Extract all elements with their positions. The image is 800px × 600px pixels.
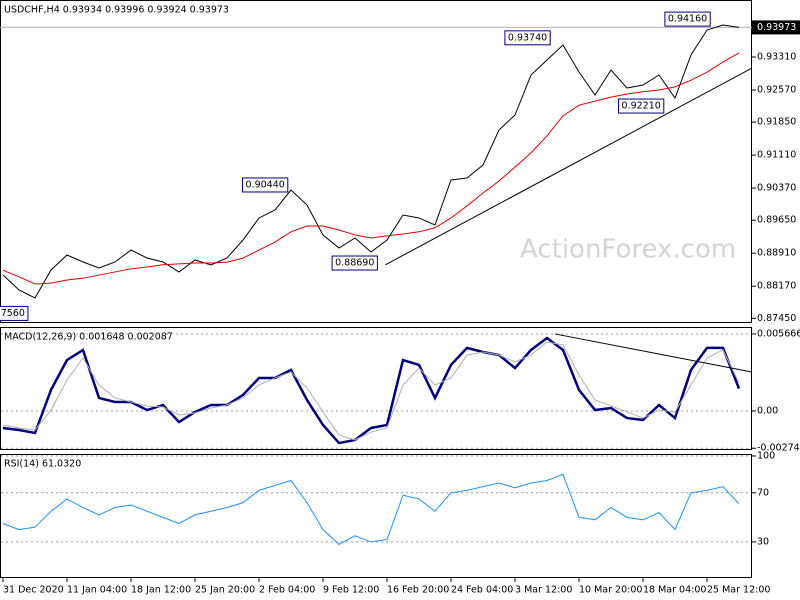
y-tick-label: 100 xyxy=(757,450,775,461)
panel-frame xyxy=(0,0,752,323)
series-line xyxy=(2,24,740,299)
y-tick-label: 30 xyxy=(757,536,769,547)
panel-title: MACD(12,26,9) 0.001648 0.002087 xyxy=(4,332,173,343)
price-label-box xyxy=(504,30,551,46)
current-price-box xyxy=(752,20,800,35)
y-tick-label: 0.92570 xyxy=(757,84,796,95)
y-tick-label: 0.005666 xyxy=(757,328,800,339)
x-tick-label: 18 Mar 04:00 xyxy=(643,585,706,596)
price-label: 0.93740 xyxy=(508,32,547,43)
x-tick-label: 18 Jan 12:00 xyxy=(131,585,191,596)
price-label: 0.90440 xyxy=(246,179,285,190)
y-tick-label: 0.90370 xyxy=(757,183,796,194)
price-label: 0.94160 xyxy=(668,14,707,25)
series-line xyxy=(2,52,740,285)
y-tick-label: 70 xyxy=(757,487,769,498)
panel-frame xyxy=(0,327,752,450)
panel-title: USDCHF,H4 0.93934 0.93996 0.93924 0.9397… xyxy=(4,5,229,16)
y-tick-label: 0.00 xyxy=(757,405,778,416)
price-label-box xyxy=(0,305,29,321)
y-tick-label: 0.87450 xyxy=(757,313,796,324)
x-tick-label: 31 Dec 2020 xyxy=(3,585,64,596)
series-line xyxy=(2,473,740,545)
price-label: 0.88690 xyxy=(335,258,374,269)
x-tick-label: 11 Jan 04:00 xyxy=(67,585,127,596)
x-tick-label: 2 Feb 04:00 xyxy=(259,585,315,596)
y-tick-label: 0.88170 xyxy=(757,281,796,292)
x-tick-label: 25 Jan 20:00 xyxy=(195,585,255,596)
x-tick-label: 16 Feb 20:00 xyxy=(387,585,449,596)
x-tick-label: 25 Mar 12:00 xyxy=(707,585,770,596)
y-tick-label: 0.91850 xyxy=(757,117,796,128)
plot: 0.94160 0.93740 0.90440 0.88690 0.92210 7560 xyxy=(0,11,752,321)
y-tick-label: 0.91110 xyxy=(757,150,796,161)
panel-title: RSI(14) 61.0320 xyxy=(4,459,81,470)
panel-frame xyxy=(0,454,752,578)
series-line xyxy=(2,341,740,441)
plot xyxy=(2,333,752,445)
price-label-box xyxy=(664,11,711,27)
y-tick-label: 0.93310 xyxy=(757,51,796,62)
price-label-box xyxy=(242,177,289,193)
x-tick-label: 3 Mar 12:00 xyxy=(515,585,572,596)
x-tick-label: 9 Feb 12:00 xyxy=(323,585,379,596)
price-label: 7560 xyxy=(1,308,25,319)
watermark: ActionForex.com xyxy=(520,235,736,265)
x-tick-label: 10 Mar 20:00 xyxy=(579,585,642,596)
y-tick-label: -0.002741 xyxy=(757,443,800,454)
current-price-label: 0.93973 xyxy=(757,22,796,33)
y-tick-label: 0.89650 xyxy=(757,215,796,226)
x-tick-label: 24 Feb 04:00 xyxy=(451,585,513,596)
price-label-box xyxy=(331,255,378,271)
plot xyxy=(2,473,740,545)
price-label: 0.92210 xyxy=(622,101,661,112)
y-tick-label: 0.88910 xyxy=(757,248,796,259)
trendline xyxy=(554,333,752,373)
trendline xyxy=(385,67,752,266)
series-line xyxy=(2,336,741,445)
price-label-box xyxy=(618,98,665,114)
